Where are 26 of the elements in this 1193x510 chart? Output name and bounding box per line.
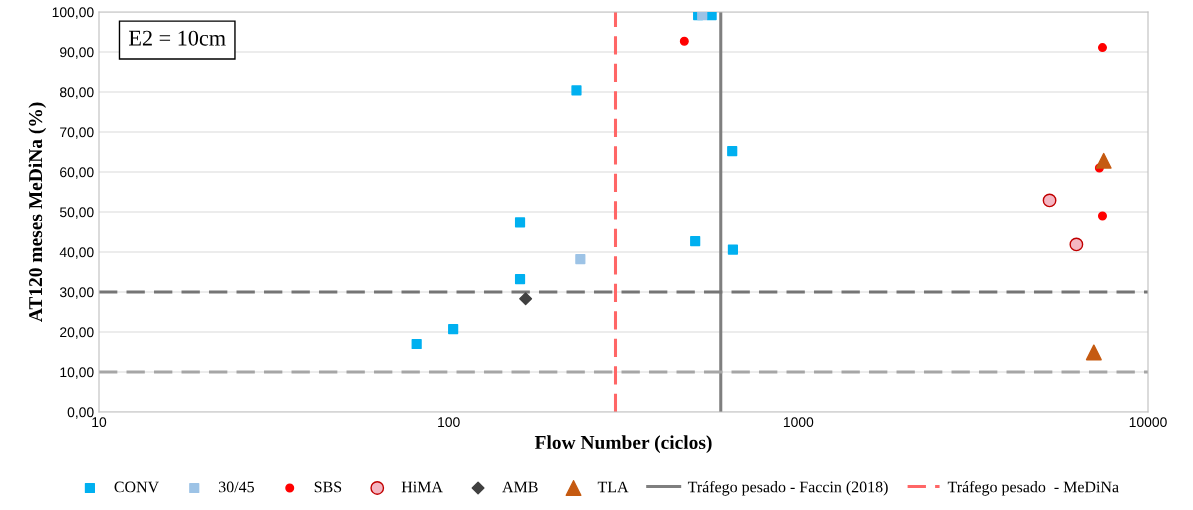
x-axis-title: Flow Number (ciclos) [534,435,712,453]
legend-label: 30/45 [218,481,254,493]
legend-label: Tráfego pesado - Faccin (2018) [687,480,888,496]
legend-label: SBS [314,481,342,493]
y-axis-title: AT120 meses MeDiNa (%) [28,102,47,323]
x-tick-label: 10 [92,417,107,428]
y-tick-label: 100,00 [52,7,94,19]
y-tick-label: 10,00 [60,367,94,379]
legend-label: TLA [597,481,629,493]
legend-label: HiMA [401,481,443,493]
y-tick-label: 30,00 [59,287,94,299]
x-tick-label: 1000 [783,417,814,428]
legend-label: CONV [114,481,159,493]
x-tick-label: 10000 [1129,417,1167,428]
legend-label: Tráfego pesado - MeDiNa [947,480,1119,496]
y-tick-label: 50,00 [59,207,94,219]
y-tick-label: 0,00 [67,407,94,419]
y-tick-label: 40,00 [59,247,94,259]
y-tick-label: 20,00 [60,327,94,339]
y-tick-label: 80,00 [59,87,94,99]
x-tick-label: 100 [438,417,460,428]
y-tick-label: 70,00 [60,127,94,139]
legend-label: AMB [502,481,538,493]
annotation: E2 = 10cm [129,30,226,46]
y-tick-label: 60,00 [60,167,94,179]
y-tick-label: 90,00 [60,47,94,59]
